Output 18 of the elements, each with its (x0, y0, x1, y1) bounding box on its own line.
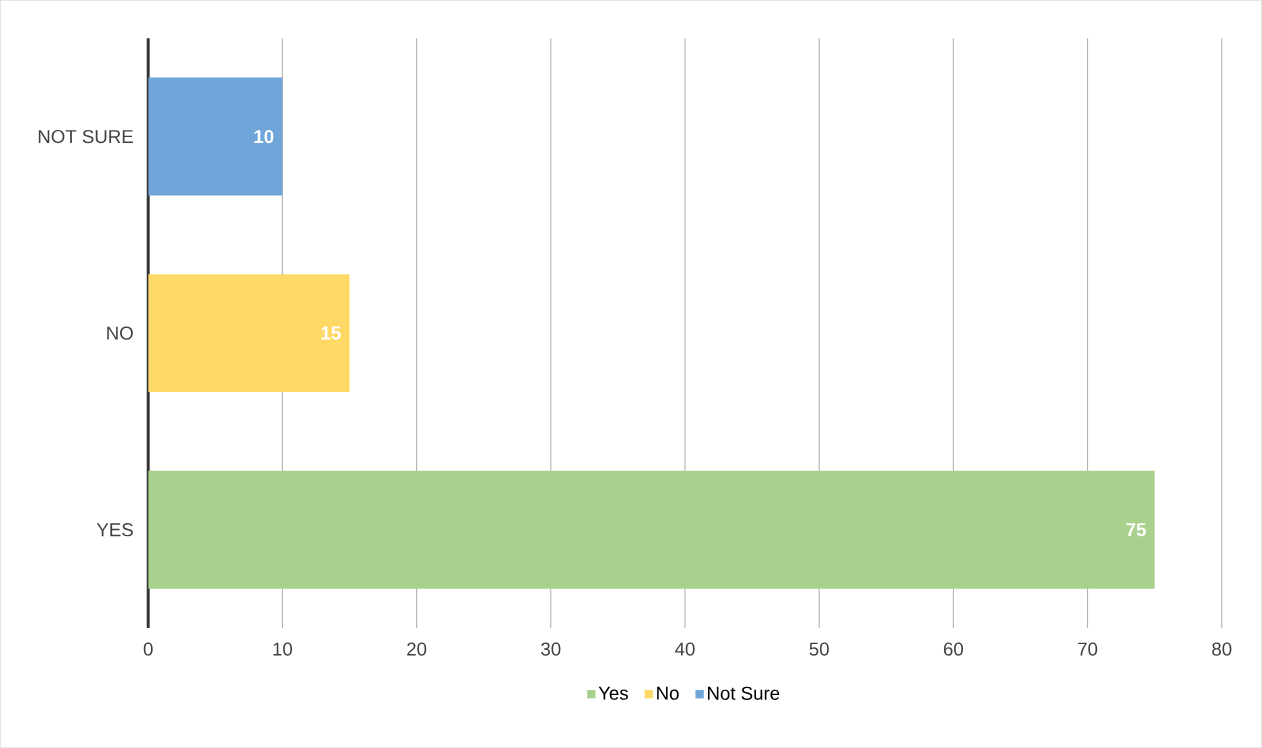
y-tick-label: YES (96, 522, 133, 537)
x-tick-label: 40 (675, 642, 695, 656)
x-tick-label: 30 (541, 642, 561, 656)
data-label: 15 (321, 326, 341, 340)
data-label: 10 (254, 129, 274, 144)
legend-label: No (657, 686, 679, 700)
x-tick-label: 20 (407, 642, 427, 656)
x-tick-label: 10 (273, 642, 293, 656)
legend-label: Not Sure (708, 686, 780, 700)
y-tick-label: NO (107, 326, 133, 340)
legend-label: Yes (598, 686, 628, 700)
data-label: 75 (1126, 523, 1146, 537)
x-tick-label: 0 (143, 642, 153, 656)
x-tick-label: 70 (1078, 642, 1098, 656)
y-tick-label: NOT SURE (38, 129, 133, 144)
x-tick-label: 80 (1212, 642, 1232, 656)
x-tick-label: 60 (943, 642, 964, 656)
x-tick-label: 50 (809, 642, 829, 656)
